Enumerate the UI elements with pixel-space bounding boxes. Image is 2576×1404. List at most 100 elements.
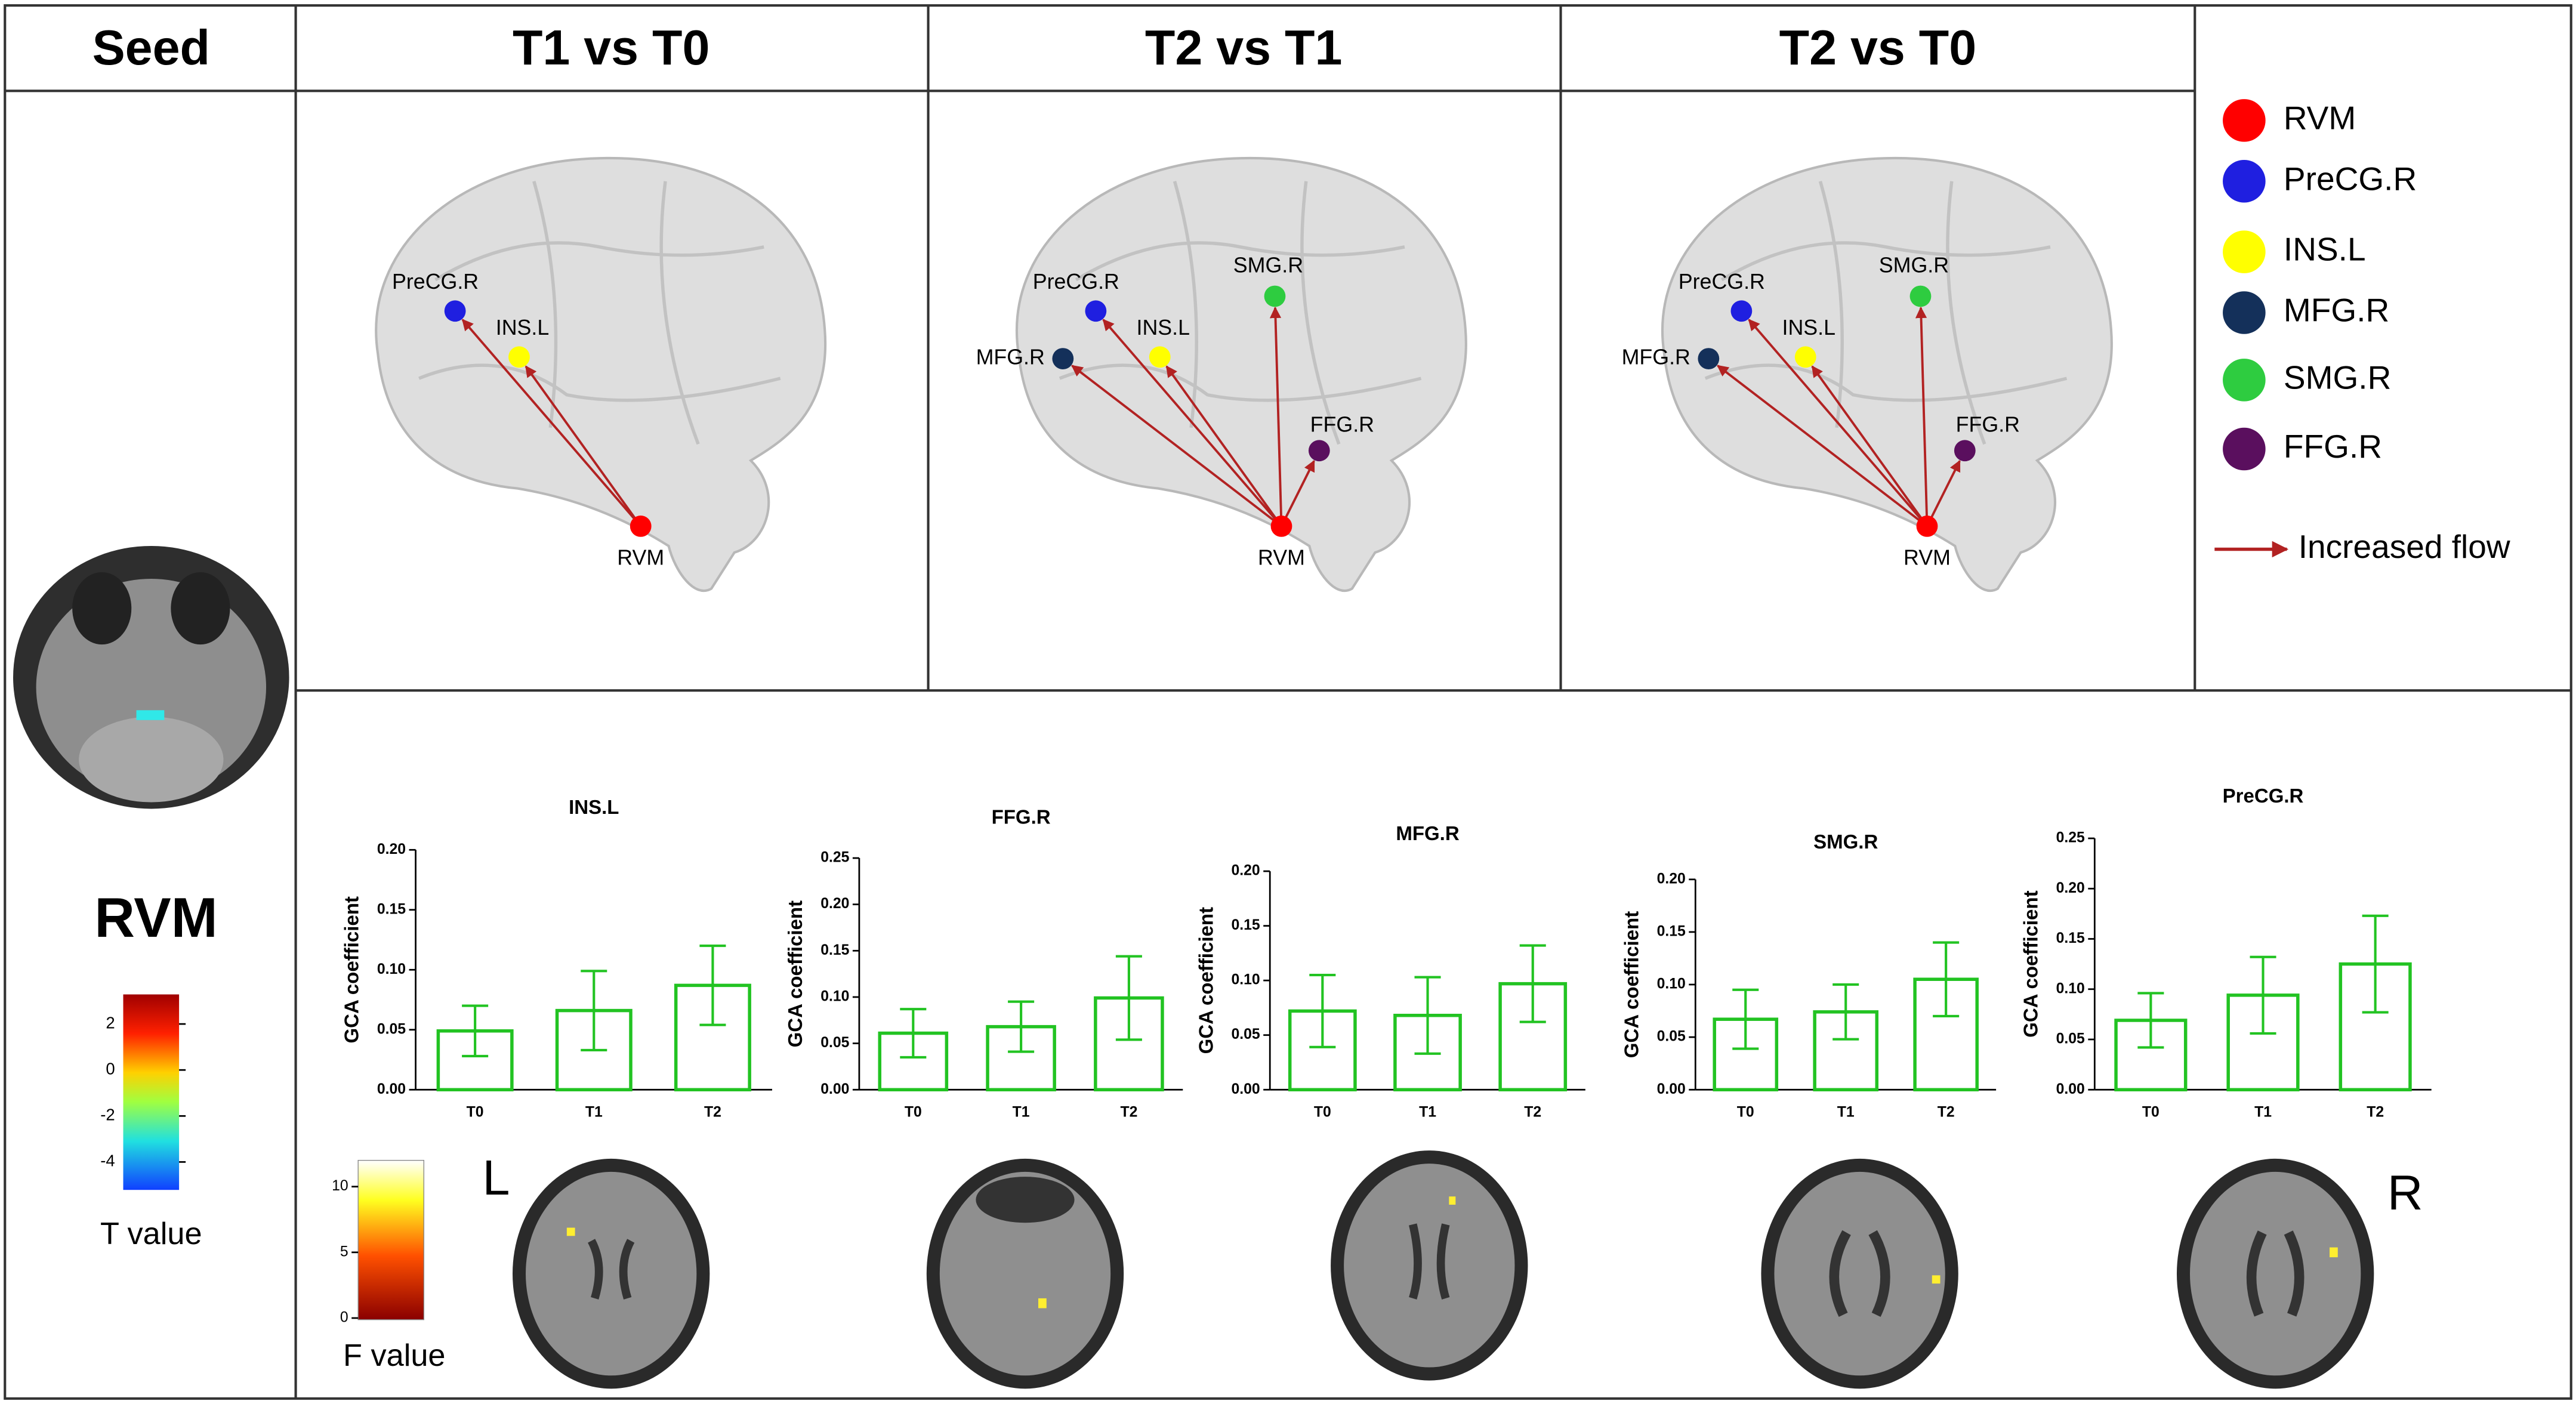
network-node: [1308, 440, 1330, 462]
network-node: [508, 346, 530, 368]
network-node: [1052, 348, 1074, 369]
flow-arrow: [1071, 365, 1275, 522]
error-bar: [1732, 988, 1759, 1050]
flow-arrow: [1915, 306, 1928, 517]
node-label: PreCG.R: [1679, 270, 1765, 294]
column-header: Seed: [92, 20, 210, 75]
network-node: [1730, 300, 1753, 322]
y-tick-label: 0.10: [1231, 972, 1260, 988]
x-tick-label: T0: [2142, 1104, 2159, 1120]
colorbar-tick-label: 5: [340, 1243, 348, 1260]
flow-arrow: [1811, 365, 1923, 519]
column-header: T1 vs T0: [513, 20, 709, 75]
x-tick-label: T1: [2254, 1104, 2272, 1120]
network-node: [444, 300, 466, 322]
network-node: [1698, 348, 1720, 369]
error-bar: [1414, 976, 1441, 1055]
node-label: INS.L: [1137, 316, 1190, 340]
y-tick-label: 0.20: [1231, 863, 1260, 879]
x-tick-label: T2: [2367, 1104, 2384, 1120]
flow-arrow: [1930, 459, 1961, 518]
error-bar: [462, 1004, 489, 1058]
network-node: [1264, 285, 1286, 307]
node-label: PreCG.R: [1033, 270, 1119, 294]
y-tick-label: 0.15: [377, 901, 406, 917]
x-tick-label: T0: [467, 1104, 484, 1120]
t-colorbar: [123, 994, 180, 1190]
seed-label: RVM: [94, 886, 217, 949]
brain-folds: [1059, 180, 1422, 445]
node-label: RVM: [1258, 545, 1305, 569]
y-tick-label: 0.20: [820, 896, 849, 912]
legend-label: SMG.R: [2284, 359, 2391, 396]
network-node: [1149, 346, 1171, 368]
node-label: PreCG.R: [392, 270, 479, 294]
chart-title: PreCG.R: [2223, 785, 2304, 807]
flow-arrow: [1269, 306, 1282, 517]
y-tick-label: 0.00: [377, 1081, 406, 1097]
error-bar: [2137, 992, 2164, 1049]
x-tick-label: T2: [1524, 1104, 1541, 1120]
y-tick-label: 0.20: [377, 841, 406, 857]
column-header: T2 vs T1: [1145, 20, 1342, 75]
y-tick-label: 0.20: [1657, 871, 1686, 887]
x-tick-label: T0: [905, 1104, 922, 1120]
network-node: [1916, 516, 1938, 537]
x-tick-label: T2: [1120, 1104, 1137, 1120]
network-node: [1954, 440, 1976, 462]
y-tick-label: 0.25: [2056, 830, 2085, 846]
chart-title: SMG.R: [1813, 831, 1878, 853]
y-axis-label: GCA coefficient: [1620, 911, 1642, 1058]
node-label: FFG.R: [1956, 412, 2020, 436]
error-bar: [1008, 1000, 1035, 1053]
colorbar-tick-label: -4: [100, 1152, 115, 1170]
legend-swatch: [2223, 159, 2266, 203]
error-bar: [1933, 941, 1960, 1017]
y-axis-label: GCA coefficient: [784, 900, 806, 1047]
y-tick-label: 0.10: [1657, 976, 1686, 992]
y-tick-label: 0.20: [2056, 880, 2085, 896]
x-tick-label: T1: [1013, 1104, 1030, 1120]
error-bar: [1519, 944, 1546, 1023]
network-panel: PreCG.R INS.L RVM: [375, 156, 827, 593]
f-colorbar: [357, 1159, 425, 1320]
chart-title: MFG.R: [1396, 822, 1460, 844]
legend-label: Increased flow: [2299, 528, 2510, 565]
flow-arrow: [1717, 365, 1920, 522]
node-label: FFG.R: [1310, 412, 1374, 436]
side-label: R: [2387, 1165, 2423, 1220]
legend-swatch: [2223, 359, 2266, 402]
frame: [4, 4, 2572, 1400]
node-label: INS.L: [1782, 316, 1836, 340]
chart-title: INS.L: [569, 796, 619, 818]
brain-outline: [375, 156, 827, 593]
colorbar-tick-label: 0: [106, 1059, 115, 1078]
legend-label: PreCG.R: [2284, 160, 2417, 197]
network-panel: PreCG.R MFG.R INS.L SMG.R FFG.R RVM: [1622, 156, 2113, 593]
y-tick-label: 0.15: [1231, 917, 1260, 933]
node-label: MFG.R: [1622, 345, 1690, 369]
y-tick-label: 0.00: [2056, 1081, 2085, 1097]
x-tick-label: T1: [1419, 1104, 1436, 1120]
error-bar: [2250, 955, 2276, 1035]
flow-arrow: [1748, 319, 1922, 520]
flow-arrow: [525, 365, 636, 519]
legend-swatch: [2223, 427, 2266, 471]
error-bar: [2362, 914, 2389, 1014]
y-tick-label: 0.15: [820, 942, 849, 958]
legend-swatch: [2223, 291, 2266, 334]
y-axis-label: GCA coefficient: [2019, 890, 2041, 1037]
legend-swatch: [2223, 99, 2266, 142]
legend-label: INS.L: [2284, 231, 2366, 268]
y-tick-label: 0.05: [2056, 1031, 2085, 1047]
flow-arrow: [1165, 365, 1277, 519]
y-axis-label: GCA coefficient: [1195, 907, 1217, 1054]
colorbar-tick-label: 0: [340, 1309, 348, 1325]
y-tick-label: 0.05: [1657, 1029, 1686, 1045]
legend-label: MFG.R: [2284, 292, 2389, 329]
y-tick-label: 0.25: [820, 850, 849, 866]
node-label: INS.L: [496, 316, 550, 340]
t-colorbar-label: T value: [100, 1217, 202, 1251]
x-tick-label: T0: [1737, 1104, 1754, 1120]
